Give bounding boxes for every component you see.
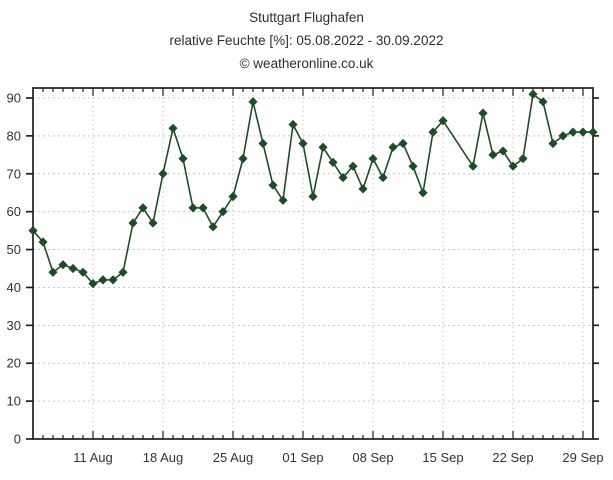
data-point xyxy=(238,154,248,164)
x-axis-label: 15 Sep xyxy=(422,450,463,465)
data-point xyxy=(138,203,148,213)
data-point xyxy=(348,161,358,171)
data-point xyxy=(228,191,238,202)
data-point xyxy=(568,127,578,137)
data-point xyxy=(98,275,108,285)
data-point xyxy=(168,123,178,133)
data-point xyxy=(308,191,318,202)
data-point xyxy=(318,142,328,152)
data-point xyxy=(398,138,408,149)
data-point xyxy=(408,161,418,171)
x-axis-label: 01 Sep xyxy=(282,450,323,465)
y-axis-label: 60 xyxy=(7,204,21,219)
data-point xyxy=(338,172,348,183)
data-point xyxy=(88,279,98,289)
data-point xyxy=(558,131,568,141)
data-point xyxy=(58,260,68,270)
chart-subtitle: relative Feuchte [%]: 05.08.2022 - 30.09… xyxy=(169,33,444,48)
data-point xyxy=(438,116,448,126)
data-point xyxy=(478,108,488,118)
y-axis-label: 10 xyxy=(7,394,21,409)
data-point xyxy=(358,184,368,194)
data-point xyxy=(328,157,338,168)
data-point xyxy=(528,89,538,99)
data-point xyxy=(548,138,558,149)
data-point xyxy=(268,180,278,190)
grid-layer xyxy=(33,88,593,439)
data-point xyxy=(128,218,138,228)
data-point xyxy=(298,138,308,149)
data-point xyxy=(118,267,128,277)
data-point xyxy=(388,142,398,152)
data-point xyxy=(288,119,298,130)
series-layer xyxy=(28,89,598,289)
x-axis-label: 08 Sep xyxy=(352,450,393,465)
data-point xyxy=(108,275,118,285)
data-point xyxy=(588,127,598,137)
data-line xyxy=(32,93,593,285)
x-axis-label: 22 Sep xyxy=(492,450,533,465)
data-point xyxy=(178,154,188,164)
data-point xyxy=(368,154,378,164)
data-point xyxy=(208,222,218,232)
data-point xyxy=(498,146,508,156)
chart-title: Stuttgart Flughafen xyxy=(249,10,364,25)
x-axis-label: 29 Sep xyxy=(562,450,603,465)
axis-layer xyxy=(26,87,599,440)
data-point xyxy=(428,127,438,137)
data-point xyxy=(198,203,208,213)
x-axis-label: 25 Aug xyxy=(213,450,254,465)
y-axis-label: 20 xyxy=(7,356,21,371)
chart-watermark: © weatheronline.co.uk xyxy=(239,56,374,71)
data-point xyxy=(378,172,388,183)
data-point xyxy=(158,169,168,179)
data-point xyxy=(188,203,198,213)
y-axis-label: 30 xyxy=(7,318,21,333)
y-axis-label: 50 xyxy=(7,242,21,257)
x-axis-label: 11 Aug xyxy=(73,450,113,465)
y-axis-label: 90 xyxy=(7,91,21,106)
y-axis-label: 70 xyxy=(7,166,21,181)
y-axis-label: 80 xyxy=(7,128,21,143)
data-point xyxy=(38,237,48,247)
data-point xyxy=(278,195,288,205)
y-axis-label: 0 xyxy=(14,432,21,447)
data-point xyxy=(578,127,588,137)
data-point xyxy=(78,267,88,277)
y-axis-label: 40 xyxy=(7,280,21,295)
chart-header: Stuttgart Flughafen relative Feuchte [%]… xyxy=(0,6,613,75)
x-axis-label: 18 Aug xyxy=(143,450,184,465)
label-layer: 0 10 20 30 40 50 60 70 80 90 11 Aug 18 Aug 25 Aug 01 … xyxy=(7,91,604,466)
data-point xyxy=(518,154,528,164)
data-point xyxy=(508,161,518,171)
data-point xyxy=(218,207,228,217)
data-point xyxy=(418,188,428,198)
data-point xyxy=(488,150,498,160)
data-point xyxy=(28,226,38,236)
data-point xyxy=(468,161,478,171)
data-point xyxy=(258,138,268,149)
plot-border xyxy=(32,87,594,440)
data-point xyxy=(248,97,258,107)
data-point xyxy=(48,267,58,277)
data-point xyxy=(148,218,158,228)
data-point xyxy=(538,97,548,107)
data-point xyxy=(68,263,78,274)
